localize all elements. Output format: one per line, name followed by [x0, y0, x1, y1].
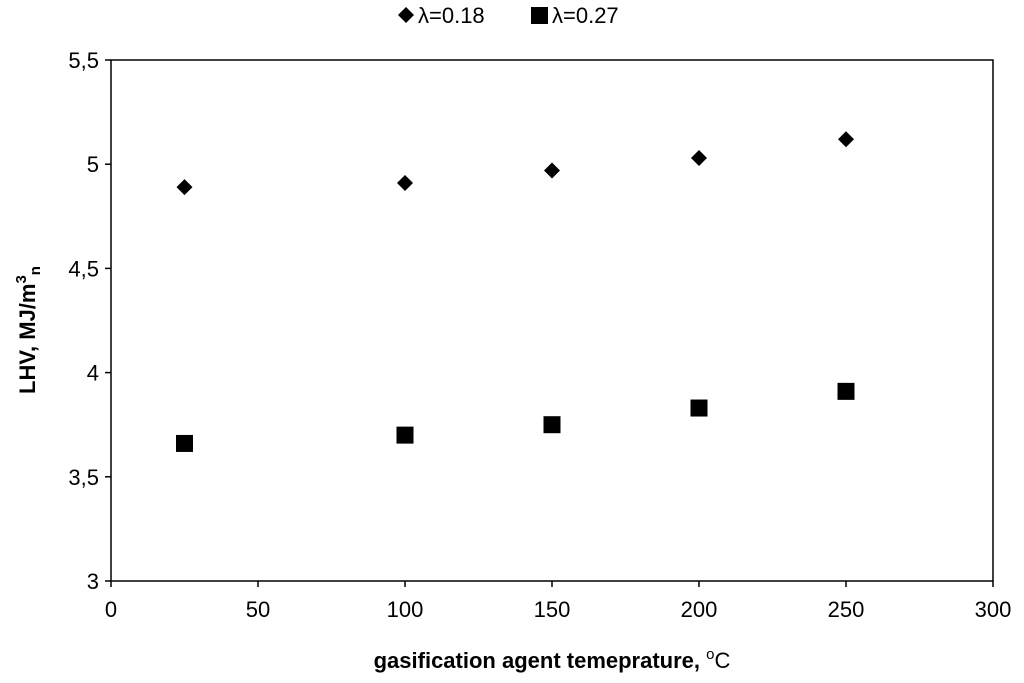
legend-label-lambda-027: λ=0.27 — [552, 3, 619, 28]
x-tick-label: 0 — [105, 597, 117, 622]
point-lambda-027 — [837, 382, 855, 400]
point-lambda-027 — [396, 426, 414, 444]
y-tick-label: 3 — [87, 569, 99, 594]
x-axis-unit: C — [714, 648, 730, 673]
point-lambda-027 — [690, 399, 708, 417]
point-lambda-018 — [544, 162, 560, 179]
y-axis-subscript: n — [27, 266, 44, 275]
legend-label-lambda-018: λ=0.18 — [418, 3, 485, 28]
y-axis: 3 3,5 4 4,5 5 5,5 — [68, 48, 111, 594]
point-lambda-018 — [691, 149, 707, 166]
x-tick-label: 200 — [681, 597, 718, 622]
legend-item-lambda-018: λ=0.18 — [398, 3, 485, 28]
x-axis: 0 50 100 150 200 250 300 — [105, 581, 1011, 622]
x-axis-unit-superscript: o — [706, 646, 714, 663]
legend-item-lambda-027: λ=0.27 — [531, 3, 619, 28]
x-tick-label: 150 — [534, 597, 571, 622]
y-tick-label: 5,5 — [68, 48, 99, 73]
x-tick-label: 300 — [975, 597, 1012, 622]
x-axis-title: gasification agent temeprature, oC — [374, 646, 731, 673]
x-tick-label: 250 — [828, 597, 865, 622]
data-points — [176, 131, 855, 452]
legend-diamond-marker — [398, 7, 414, 23]
x-axis-title-text: gasification agent temeprature, — [374, 648, 707, 673]
y-axis-superscript: 3 — [13, 275, 30, 283]
point-lambda-018 — [397, 174, 413, 191]
point-lambda-018 — [838, 131, 854, 148]
x-tick-label: 50 — [246, 597, 270, 622]
y-tick-label: 5 — [87, 152, 99, 177]
point-lambda-027 — [176, 434, 193, 452]
point-lambda-027 — [543, 416, 561, 434]
legend: λ=0.18 λ=0.27 — [398, 3, 619, 28]
y-tick-label: 3,5 — [68, 465, 99, 490]
plot-area — [110, 59, 994, 582]
y-tick-label: 4 — [87, 361, 99, 386]
y-tick-label: 4,5 — [68, 256, 99, 281]
y-axis-title-text: LHV, MJ/m — [15, 284, 40, 394]
point-lambda-018 — [176, 179, 193, 196]
y-axis-title: LHV, MJ/m3n — [13, 266, 44, 394]
x-tick-label: 100 — [387, 597, 424, 622]
legend-square-marker — [531, 7, 548, 24]
